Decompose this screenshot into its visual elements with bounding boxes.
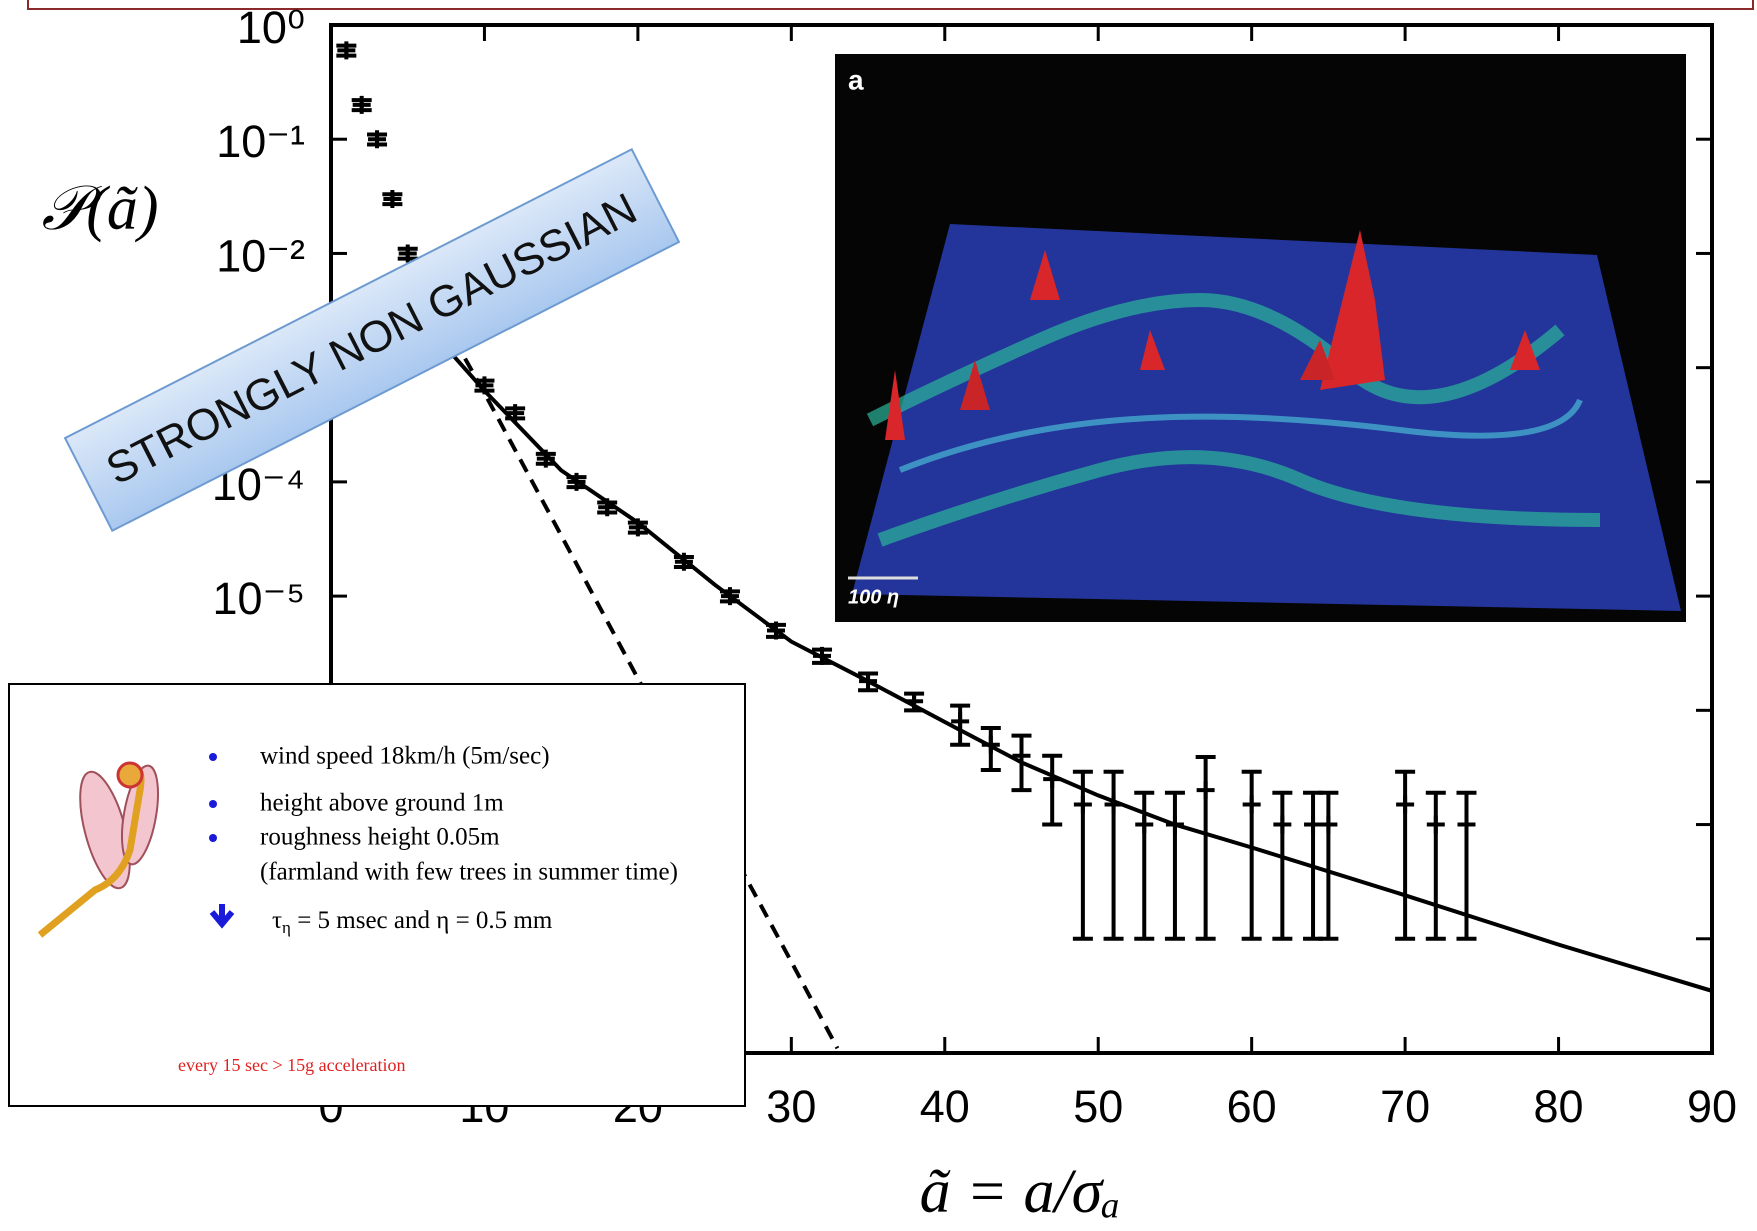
y-tick-label: 10⁻² (216, 230, 305, 281)
data-point (1273, 815, 1292, 834)
result-text: τη = 5 msec and η = 0.5 mm (272, 907, 553, 937)
data-point (1073, 795, 1092, 814)
inset-panel-label: a (848, 64, 864, 95)
y-tick-label: 10⁻¹ (216, 116, 305, 167)
error-bar (1425, 790, 1446, 941)
inset-image: a 100 η (835, 54, 1686, 622)
data-point (368, 130, 387, 149)
inset-texture (866, 292, 1601, 547)
data-point (506, 404, 525, 423)
fit-line (452, 354, 1712, 993)
data-point (337, 41, 356, 60)
bullet-text: height above ground 1m (260, 790, 504, 817)
error-bar (1042, 753, 1063, 827)
bullet-text: wind speed 18km/h (5m/sec) (260, 743, 550, 770)
arrow-icon (209, 904, 235, 929)
x-tick-label: 60 (1227, 1081, 1277, 1132)
inset-peak (885, 370, 905, 440)
note-text: every 15 sec > 15g acceleration (178, 1055, 406, 1075)
data-point (1457, 815, 1476, 834)
data-point (1196, 781, 1215, 800)
bullet (209, 800, 217, 808)
error-bar (1318, 790, 1339, 941)
x-tick-label: 70 (1380, 1081, 1430, 1132)
y-tick-label: 10⁰ (237, 2, 305, 53)
result-rest: = 5 msec and η = 0.5 mm (291, 907, 553, 934)
data-layer (336, 41, 1712, 1050)
data-point (1319, 815, 1338, 834)
data-point (398, 244, 417, 263)
banner-text: STRONGLY NON GAUSSIAN (99, 184, 645, 494)
x-tick-label: 50 (1073, 1081, 1123, 1132)
x-axis-label: ã = a/σₐ (920, 1158, 1121, 1226)
bullet (209, 834, 217, 842)
plot-area (329, 23, 1714, 1055)
inset-peak (1510, 330, 1540, 370)
data-point (1242, 795, 1261, 814)
x-tick-label: 80 (1534, 1081, 1584, 1132)
y-axis-label: 𝒫(ã) (42, 175, 159, 243)
banner-box (63, 147, 681, 533)
data-point (383, 189, 402, 208)
data-point (1135, 815, 1154, 834)
inset-peak (1030, 250, 1060, 300)
error-bar (1272, 790, 1293, 941)
data-point (1426, 815, 1445, 834)
inset-scale-label: 100 η (848, 586, 899, 608)
result-subscript: η (282, 918, 291, 937)
continuation-text: (farmland with few trees in summer time) (260, 859, 678, 886)
bullet (209, 753, 217, 761)
y-tick-label: 10⁻⁵ (213, 573, 305, 624)
inset-peak (1320, 230, 1385, 390)
x-tick-label: 40 (920, 1081, 970, 1132)
inset-peak (960, 360, 990, 410)
x-tick-label: 90 (1687, 1081, 1737, 1132)
data-point (1396, 795, 1415, 814)
top-frame (27, 0, 1754, 10)
inset-texture (898, 398, 1583, 473)
data-point (352, 95, 371, 114)
data-point (951, 712, 970, 731)
insect-head (116, 761, 144, 789)
info-box-frame (8, 683, 746, 1107)
bullet-text: roughness height 0.05m (260, 824, 500, 851)
insect-icon (37, 761, 159, 938)
inset-peak (1140, 330, 1165, 370)
plot-frame (329, 23, 1714, 1055)
x-tick-label: 30 (766, 1081, 816, 1132)
inset-peak (1300, 340, 1335, 380)
error-bar (1164, 790, 1185, 941)
data-point (1304, 815, 1323, 834)
info-box: wind speed 18km/h (5m/sec) height above … (8, 683, 746, 1107)
result-symbol: τ (272, 907, 282, 934)
